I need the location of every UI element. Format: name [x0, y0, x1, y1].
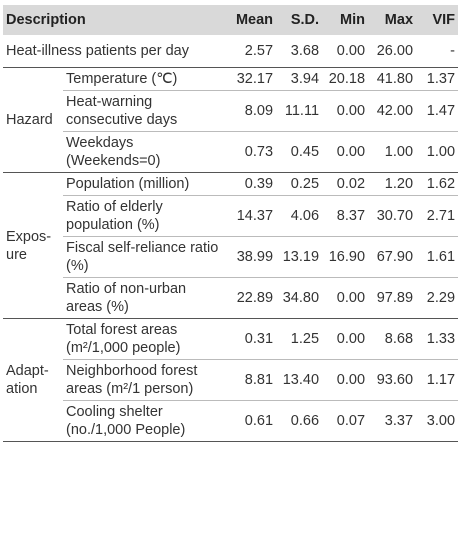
header-cell: Description: [3, 5, 229, 35]
value-cell: 16.90: [322, 236, 369, 278]
value-cell: 0.73: [228, 131, 277, 173]
row-label: Heat-warning consecutive days: [63, 90, 229, 132]
header-row: Description Mean S.D. Min Max VIF: [3, 5, 459, 35]
group-label: Expos- ure: [3, 172, 63, 319]
value-cell: 8.68: [368, 318, 417, 360]
value-cell: 0.00: [322, 35, 369, 68]
value-cell: -: [416, 35, 459, 68]
row: Cooling shelter (no./1,000 People) 0.61 0.…: [3, 400, 459, 442]
value-cell: 1.62: [416, 172, 459, 196]
row: Weekdays (Weekends=0) 0.73 0.45 0.00 1.00 1.0…: [3, 131, 459, 173]
row-label: Ratio of non-urban areas (%): [63, 277, 229, 319]
page: Description Mean S.D. Min Max VIF Heat-illnes…: [0, 5, 461, 540]
value-cell: 8.81: [228, 359, 277, 401]
header-cell: VIF: [416, 5, 459, 35]
value-cell: 30.70: [368, 195, 417, 237]
value-cell: 0.02: [322, 172, 369, 196]
row-label: Weekdays (Weekends=0): [63, 131, 229, 173]
header-cell: S.D.: [276, 5, 323, 35]
row: Neighborhood forest areas (m²/1 person) 8…: [3, 359, 459, 401]
group-label: Adapt- ation: [3, 318, 63, 442]
row-label: Fiscal self-reliance ratio (%): [63, 236, 229, 278]
row: Expos- ure Population (million) 0.39 0.25 0.…: [3, 172, 459, 319]
value-cell: 3.68: [276, 35, 323, 68]
value-cell: 41.80: [368, 67, 417, 91]
row: Ratio of elderly population (%) 14.37 4.06…: [3, 195, 459, 237]
value-cell: 3.00: [416, 400, 459, 442]
row-label: Temperature (℃): [63, 67, 229, 91]
value-cell: 20.18: [322, 67, 369, 91]
value-cell: 97.89: [368, 277, 417, 319]
header-cell: Min: [322, 5, 369, 35]
value-cell: 8.37: [322, 195, 369, 237]
row-label: Total forest areas (m²/1,000 people): [63, 318, 229, 360]
value-cell: 0.31: [228, 318, 277, 360]
stats-table: Description Mean S.D. Min Max VIF Heat-illnes…: [3, 5, 459, 442]
row-label: Neighborhood forest areas (m²/1 person): [63, 359, 229, 401]
value-cell: 2.57: [228, 35, 277, 68]
value-cell: 0.00: [322, 90, 369, 132]
value-cell: 0.25: [276, 172, 323, 196]
value-cell: 1.20: [368, 172, 417, 196]
row: Hazard Temperature (℃) 32.17 3.94 20.18 41.80…: [3, 67, 459, 173]
value-cell: 3.37: [368, 400, 417, 442]
value-cell: 11.11: [276, 90, 323, 132]
value-cell: 93.60: [368, 359, 417, 401]
value-cell: 0.00: [322, 277, 369, 319]
row: Fiscal self-reliance ratio (%) 38.99 13.19…: [3, 236, 459, 278]
value-cell: 1.00: [416, 131, 459, 173]
value-cell: 32.17: [228, 67, 277, 91]
row-label: Population (million): [63, 172, 229, 196]
row: Adapt- ation Total forest areas (m²/1,000…: [3, 318, 459, 442]
value-cell: 0.61: [228, 400, 277, 442]
value-cell: 22.89: [228, 277, 277, 319]
value-cell: 1.33: [416, 318, 459, 360]
value-cell: 1.37: [416, 67, 459, 91]
value-cell: 0.45: [276, 131, 323, 173]
value-cell: 0.00: [322, 359, 369, 401]
value-cell: 1.25: [276, 318, 323, 360]
value-cell: 13.19: [276, 236, 323, 278]
value-cell: 34.80: [276, 277, 323, 319]
row: Heat-illness patients per day 2.57 3.68 0.0…: [3, 35, 459, 68]
value-cell: 1.61: [416, 236, 459, 278]
value-cell: 1.17: [416, 359, 459, 401]
header-cell: Mean: [228, 5, 277, 35]
row-label: Heat-illness patients per day: [3, 35, 229, 68]
value-cell: 0.39: [228, 172, 277, 196]
value-cell: 26.00: [368, 35, 417, 68]
value-cell: 38.99: [228, 236, 277, 278]
value-cell: 2.71: [416, 195, 459, 237]
row: Ratio of non-urban areas (%) 22.89 34.80 0.…: [3, 277, 459, 319]
value-cell: 0.00: [322, 131, 369, 173]
value-cell: 8.09: [228, 90, 277, 132]
value-cell: 67.90: [368, 236, 417, 278]
value-cell: 0.66: [276, 400, 323, 442]
value-cell: 14.37: [228, 195, 277, 237]
row-label: Ratio of elderly population (%): [63, 195, 229, 237]
value-cell: 1.47: [416, 90, 459, 132]
value-cell: 2.29: [416, 277, 459, 319]
value-cell: 0.07: [322, 400, 369, 442]
row-label: Cooling shelter (no./1,000 People): [63, 400, 229, 442]
value-cell: 13.40: [276, 359, 323, 401]
value-cell: 3.94: [276, 67, 323, 91]
value-cell: 42.00: [368, 90, 417, 132]
value-cell: 1.00: [368, 131, 417, 173]
header-cell: Max: [368, 5, 417, 35]
value-cell: 0.00: [322, 318, 369, 360]
group-label: Hazard: [3, 67, 63, 173]
row: Heat-warning consecutive days 8.09 11.11 0.…: [3, 90, 459, 132]
value-cell: 4.06: [276, 195, 323, 237]
